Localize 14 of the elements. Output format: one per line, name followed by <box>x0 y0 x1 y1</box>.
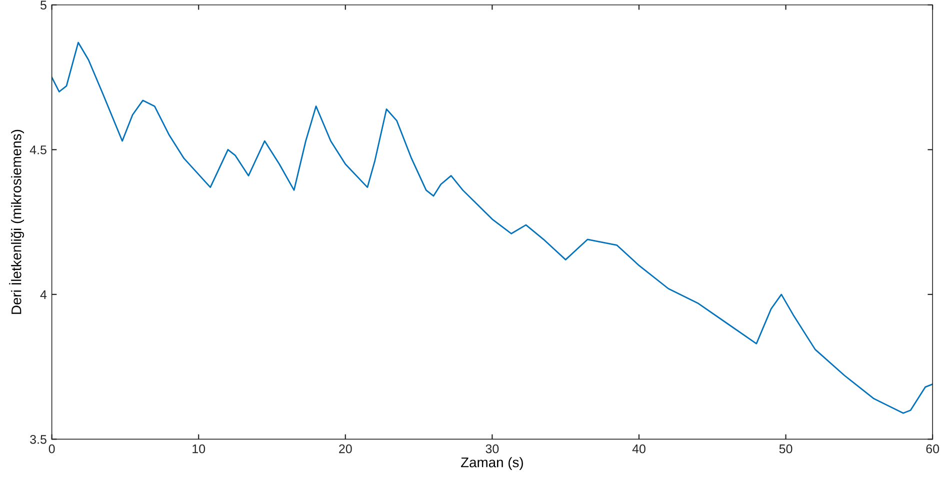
x-axis-title: Zaman (s) <box>461 457 523 470</box>
line-series <box>52 42 933 414</box>
x-tick-label: 60 <box>926 444 940 454</box>
y-tick-label: 4.5 <box>30 146 46 154</box>
y-tick-label: 3.5 <box>30 435 46 444</box>
x-tick-label: 0 <box>48 444 55 454</box>
x-tick-label: 30 <box>486 444 499 454</box>
y-tick-label: 4 <box>40 290 47 299</box>
y-axis-title: Deri İletkenliği (mikrosiemens) <box>9 130 24 314</box>
x-tick-label: 50 <box>779 444 792 454</box>
x-tick-label: 40 <box>632 444 646 454</box>
x-tick-label: 10 <box>192 444 206 454</box>
y-tick-label: 5 <box>40 0 46 10</box>
x-tick-label: 20 <box>339 444 352 454</box>
